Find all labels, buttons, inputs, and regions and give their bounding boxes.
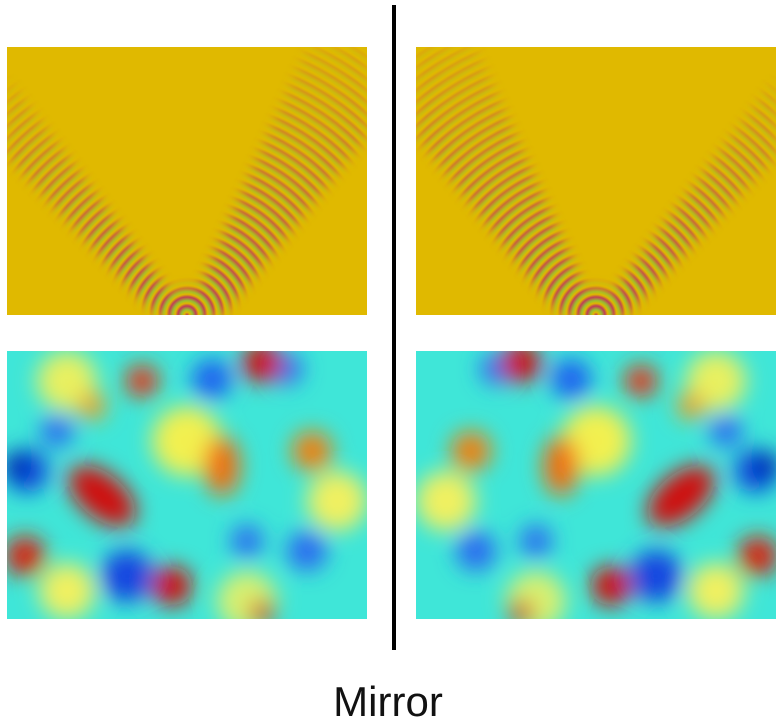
wave-panel-left — [7, 47, 367, 315]
wave-panel-right — [416, 47, 776, 315]
field-panel-left — [3, 343, 367, 631]
caption: Mirror — [333, 678, 443, 725]
field-panel-right — [416, 343, 776, 631]
